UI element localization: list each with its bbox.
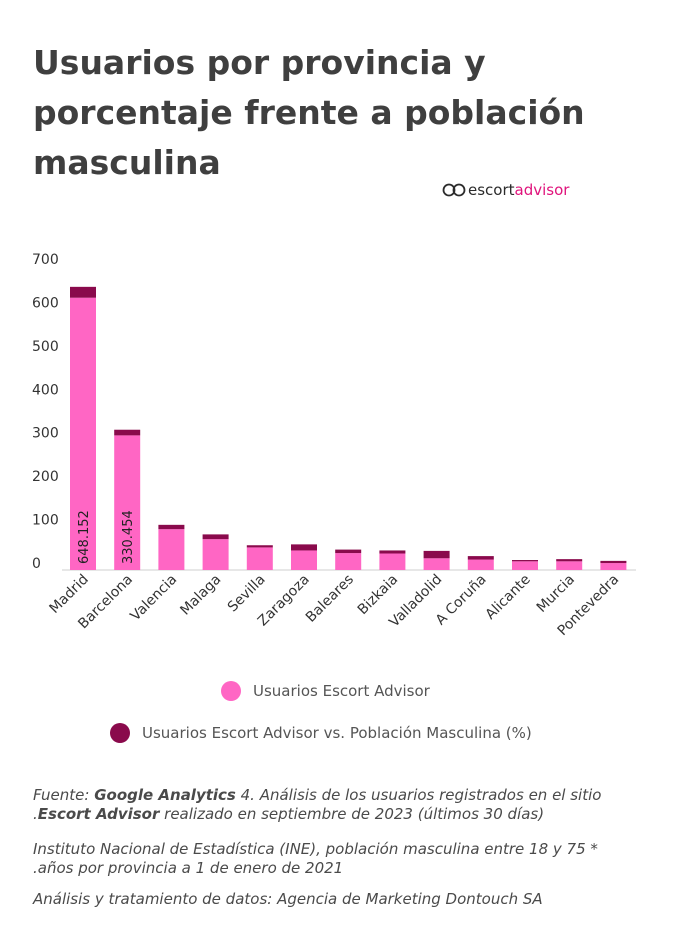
brand-name-part1: escort [468, 181, 515, 199]
logo-mark-icon [442, 183, 466, 197]
x-tick-label: Alicante [482, 572, 533, 623]
legend-item-users: Usuarios Escort Advisor [0, 681, 673, 701]
chart-title: Usuarios por provincia y porcentaje fren… [33, 43, 585, 182]
x-tick-label: Sevilla [225, 572, 269, 616]
bar-percentage [556, 559, 583, 562]
legend-swatch-users [221, 681, 241, 701]
bar-users [423, 558, 450, 570]
bar-percentage [335, 549, 362, 554]
bar-percentage [70, 286, 96, 298]
source-note-text: Fuente: [33, 786, 95, 804]
legend-swatch-percentage [110, 723, 130, 743]
source-note-text: realizado en septiembre de 2023 (últimos… [159, 805, 545, 823]
bar-users [512, 561, 538, 570]
bar-percentage [202, 534, 229, 540]
y-tick-label: 200 [32, 469, 59, 485]
source-note-text: 4. Análisis de los usuarios registrados … [235, 786, 602, 804]
y-tick-label: 500 [32, 339, 59, 355]
bar-percentage [114, 429, 141, 436]
x-tick-label: Baleares [303, 572, 357, 626]
y-tick-label: 100 [32, 513, 59, 529]
bar-percentage [246, 545, 273, 548]
y-tick-label: 300 [32, 426, 59, 442]
bar-users [379, 553, 406, 570]
bar-percentage [158, 524, 185, 530]
x-tick-label: Malaga [177, 572, 224, 619]
ine-note-line: .años por provincia a 1 de enero de 2021 [33, 859, 344, 877]
bar-users [600, 563, 627, 570]
legend-label-users: Usuarios Escort Advisor [253, 682, 430, 700]
source-note-bold: Google Analytics [94, 786, 236, 804]
bar-percentage [512, 560, 538, 562]
bar-users [114, 435, 141, 570]
bar-users [291, 550, 317, 570]
source-note-text: . [33, 805, 38, 823]
bar-users [335, 553, 362, 570]
bar-users [556, 561, 583, 570]
bar-users [158, 529, 185, 570]
brand-logo: escort advisor [442, 181, 569, 199]
bar-percentage [600, 560, 627, 564]
y-tick-label: 400 [32, 382, 59, 398]
data-label: 648.152 [77, 510, 92, 564]
legend-label-percentage: Usuarios Escort Advisor vs. Población Ma… [142, 724, 532, 742]
x-tick-label: Valencia [127, 572, 180, 625]
bar-users [246, 547, 273, 570]
bar-percentage [423, 550, 450, 559]
data-label: 330.454 [121, 510, 136, 564]
bar-percentage [291, 544, 317, 551]
bar-users [202, 539, 229, 570]
ine-note-line: Instituto Nacional de Estadística (INE),… [33, 840, 598, 858]
legend-item-percentage: Usuarios Escort Advisor vs. Población Ma… [0, 723, 673, 743]
analysis-note: Análisis y tratamiento de datos: Agencia… [33, 890, 543, 908]
ine-note: Instituto Nacional de Estadística (INE),… [33, 840, 648, 878]
y-tick-label: 600 [32, 295, 59, 311]
brand-name-part2: advisor [514, 181, 570, 199]
source-note-bold: Escort Advisor [37, 805, 160, 823]
bar-users [467, 559, 494, 570]
bar-users [70, 297, 96, 570]
y-tick-label: 0 [32, 556, 41, 572]
bar-percentage [467, 556, 494, 560]
bar-percentage [379, 550, 406, 554]
x-tick-label: Murcia [534, 572, 578, 616]
y-tick-label: 700 [32, 252, 59, 268]
source-note: Fuente: Google Analytics 4. Análisis de … [33, 786, 648, 824]
stacked-bar-chart: 0100200300400500600700Madrid648.152Barce… [32, 252, 636, 639]
